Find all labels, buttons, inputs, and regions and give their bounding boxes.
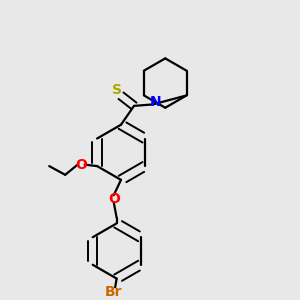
Text: O: O — [75, 158, 87, 172]
Text: N: N — [149, 95, 161, 109]
Text: S: S — [112, 83, 122, 97]
Text: O: O — [108, 192, 120, 206]
Text: Br: Br — [105, 285, 122, 298]
